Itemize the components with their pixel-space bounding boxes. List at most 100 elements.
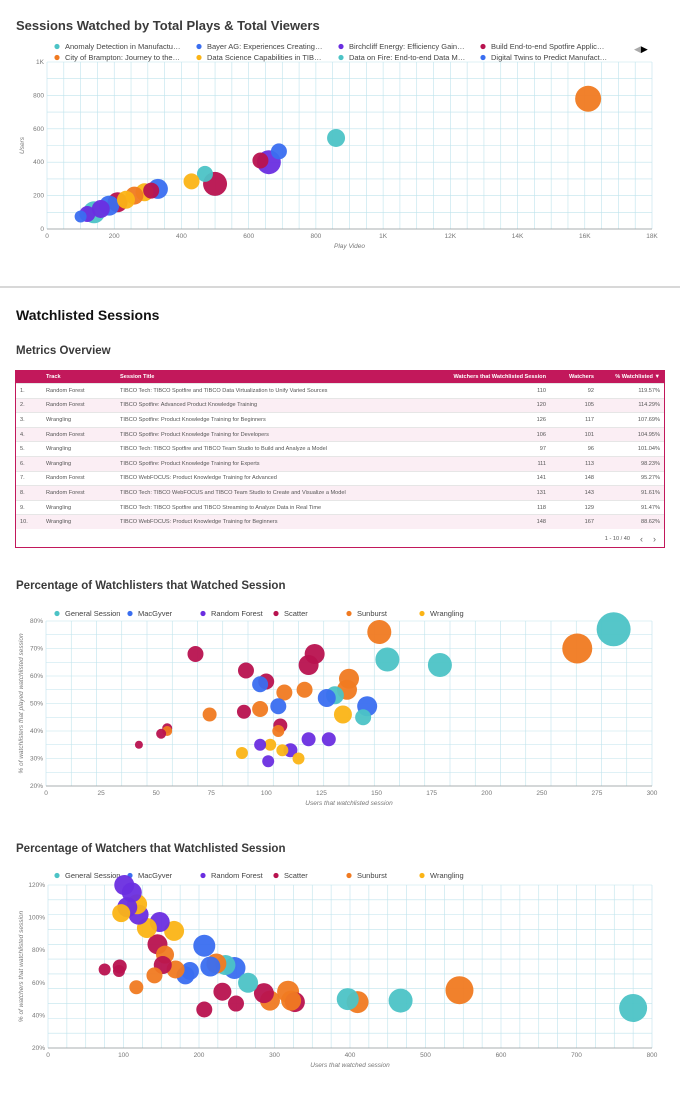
row-index: 4. bbox=[16, 426, 42, 442]
legend-label: Sunburst bbox=[357, 871, 388, 880]
row-session-title: TIBCO Tech: TIBCO Spotfire and TIBCO Str… bbox=[116, 499, 412, 515]
section-title: Watchlisted Sessions bbox=[16, 307, 160, 323]
section-divider bbox=[0, 286, 680, 288]
chart1-plot[interactable]: Anomaly Detection in Manufactu… Bayer AG:… bbox=[0, 36, 680, 258]
legend-next-icon[interactable]: ▶ bbox=[640, 44, 648, 54]
row-watchers: 167 bbox=[550, 514, 598, 529]
row-pct: 88.62% bbox=[598, 514, 664, 529]
row-watchlisted: 106 bbox=[412, 426, 550, 442]
data-point bbox=[252, 676, 269, 693]
data-point bbox=[193, 934, 216, 957]
chart4-plot[interactable]: General Session MacGyver Random Forest Scat… bbox=[0, 865, 680, 1075]
y-tick-label: 50% bbox=[30, 701, 43, 708]
y-tick-label: 60% bbox=[30, 673, 43, 680]
pager-prev-icon[interactable]: ‹ bbox=[640, 534, 643, 544]
table-row[interactable]: 2. Random Forest TIBCO Spotfire: Advanced … bbox=[16, 397, 664, 413]
table-row[interactable]: 9. Wrangling TIBCO Tech: TIBCO Spotfire an… bbox=[16, 499, 664, 515]
x-tick-label: 600 bbox=[243, 233, 254, 240]
data-point bbox=[143, 182, 160, 199]
metrics-table: Track Session Title Watchers that Watchl… bbox=[15, 370, 665, 548]
table-row[interactable]: 4. Random Forest TIBCO Spotfire: Product K… bbox=[16, 426, 664, 442]
y-tick-label: 1K bbox=[36, 59, 45, 66]
legend-marker bbox=[196, 54, 202, 61]
x-tick-label: 100 bbox=[118, 1052, 129, 1059]
legend-prev-icon[interactable]: ◀ bbox=[634, 44, 641, 54]
row-watchers: 143 bbox=[550, 485, 598, 501]
y-tick-label: 400 bbox=[33, 159, 44, 166]
data-point bbox=[252, 701, 269, 717]
col-session-title[interactable]: Session Title bbox=[120, 374, 155, 380]
x-tick-label: 275 bbox=[591, 790, 602, 797]
x-tick-label: 400 bbox=[345, 1052, 356, 1059]
data-point bbox=[375, 647, 400, 672]
row-pct: 91.47% bbox=[598, 499, 664, 515]
legend-marker bbox=[273, 610, 279, 617]
chart4-title: Percentage of Watchers that Watchlisted … bbox=[16, 843, 286, 855]
col-pct-watchlisted[interactable]: % Watchlisted ▼ bbox=[615, 374, 660, 380]
data-point bbox=[619, 993, 648, 1022]
data-point bbox=[112, 904, 131, 923]
row-session-title: TIBCO Spotfire: Product Knowledge Traini… bbox=[116, 412, 412, 428]
x-tick-label: 800 bbox=[310, 233, 321, 240]
data-point bbox=[298, 655, 319, 675]
row-watchlisted: 110 bbox=[412, 383, 550, 399]
row-index: 6. bbox=[16, 455, 42, 472]
y-tick-label: 600 bbox=[33, 126, 44, 133]
data-point bbox=[336, 988, 359, 1011]
x-tick-label: 800 bbox=[647, 1052, 658, 1059]
chart3-plot[interactable]: General Session MacGyver Random Forest Scat… bbox=[0, 602, 680, 814]
y-tick-label: 70% bbox=[30, 646, 43, 653]
legend-marker bbox=[54, 610, 60, 617]
row-watchers: 105 bbox=[550, 397, 598, 413]
row-track: Wrangling bbox=[42, 455, 116, 472]
col-watchlisted[interactable]: Watchers that Watchlisted Session bbox=[453, 374, 546, 380]
data-point bbox=[227, 995, 244, 1012]
col-index bbox=[16, 371, 42, 384]
table-row[interactable]: 5. Wrangling TIBCO Tech: TIBCO Spotfire an… bbox=[16, 441, 664, 457]
x-tick-label: 50 bbox=[153, 790, 161, 797]
legend-marker bbox=[338, 54, 344, 61]
data-point bbox=[367, 620, 392, 644]
row-index: 7. bbox=[16, 470, 42, 486]
row-watchlisted: 148 bbox=[412, 514, 550, 529]
legend-pager[interactable]: ◀▶ bbox=[634, 44, 648, 55]
y-tick-label: 20% bbox=[30, 783, 43, 790]
data-point bbox=[202, 707, 217, 722]
row-watchers: 96 bbox=[550, 441, 598, 457]
y-tick-label: 200 bbox=[33, 193, 44, 200]
row-track: Random Forest bbox=[42, 470, 116, 486]
row-index: 8. bbox=[16, 485, 42, 501]
x-tick-label: 700 bbox=[571, 1052, 582, 1059]
y-tick-label: 100% bbox=[28, 915, 45, 922]
x-tick-label: 25 bbox=[97, 790, 105, 797]
legend-marker bbox=[200, 610, 206, 617]
x-tick-label: 175 bbox=[426, 790, 437, 797]
table-row[interactable]: 8. Random Forest TIBCO Tech: TIBCO WebFOCU… bbox=[16, 485, 664, 501]
x-tick-label: 125 bbox=[316, 790, 327, 797]
legend-marker bbox=[419, 872, 425, 879]
table-row[interactable]: 6. Wrangling TIBCO Spotfire: Product Knowl… bbox=[16, 455, 664, 472]
legend-marker bbox=[196, 43, 202, 50]
row-pct: 95.27% bbox=[598, 470, 664, 486]
data-point bbox=[183, 173, 200, 190]
table-row[interactable]: 3. Wrangling TIBCO Spotfire: Product Knowl… bbox=[16, 412, 664, 428]
row-track: Random Forest bbox=[42, 426, 116, 442]
table-row[interactable]: 7. Random Forest TIBCO WebFOCUS: Product K… bbox=[16, 470, 664, 486]
data-point bbox=[254, 738, 267, 751]
col-track[interactable]: Track bbox=[46, 374, 61, 380]
y-tick-label: 30% bbox=[30, 756, 43, 763]
legend-label: Bayer AG: Experiences Creating… bbox=[207, 42, 322, 51]
pager-next-icon[interactable]: › bbox=[653, 534, 656, 544]
y-tick-label: 40% bbox=[32, 1012, 45, 1019]
table-row[interactable]: 10. Wrangling TIBCO WebFOCUS: Product Know… bbox=[16, 514, 664, 529]
row-pct: 101.04% bbox=[598, 441, 664, 457]
legend-marker bbox=[273, 872, 279, 879]
row-track: Wrangling bbox=[42, 514, 116, 529]
x-tick-label: 100 bbox=[261, 790, 272, 797]
table-row[interactable]: 1. Random Forest TIBCO Tech: TIBCO Spotfir… bbox=[16, 383, 664, 399]
y-tick-label: 120% bbox=[28, 882, 45, 889]
col-watchers[interactable]: Watchers bbox=[569, 374, 594, 380]
legend-label: Anomaly Detection in Manufactu… bbox=[65, 42, 180, 51]
legend-label: General Session bbox=[65, 609, 120, 618]
legend-label: Scatter bbox=[284, 871, 308, 880]
